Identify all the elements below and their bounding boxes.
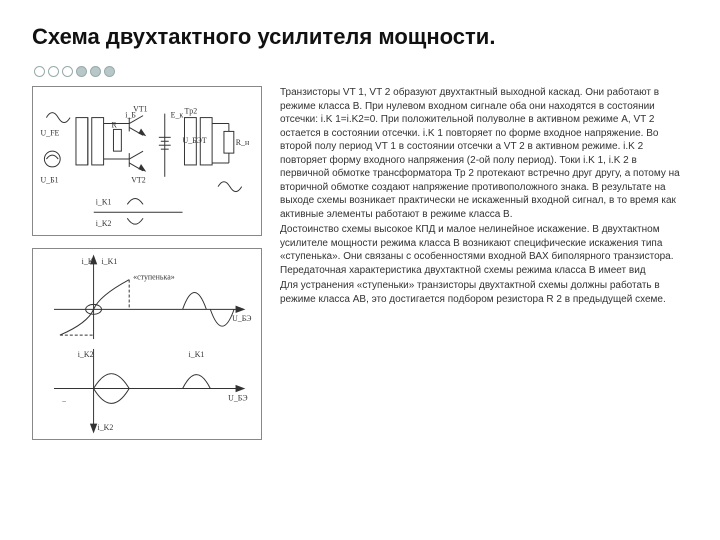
lbl: i_K1	[101, 257, 117, 266]
lbl: −	[62, 397, 67, 406]
lbl: i_K2	[78, 350, 94, 359]
lbl: VT1	[133, 105, 147, 114]
figure-circuit: U_FE U_Б1 R i_Б	[32, 86, 262, 236]
bullet	[104, 66, 115, 77]
title-bullets	[34, 66, 115, 77]
lbl: E_к	[171, 111, 184, 120]
lbl: i_K1	[189, 350, 205, 359]
content-row: U_FE U_Б1 R i_Б	[32, 86, 688, 440]
paragraph: Для устранения «ступеньки» транзисторы д…	[280, 279, 688, 306]
bullet	[62, 66, 73, 77]
paragraph: Достоинство схемы высокое КПД и малое не…	[280, 223, 688, 277]
figures-column: U_FE U_Б1 R i_Б	[32, 86, 262, 440]
lbl: i_K	[82, 257, 94, 266]
lbl: «ступенька»	[133, 273, 175, 282]
bullet	[76, 66, 87, 77]
bullet	[34, 66, 45, 77]
figure-transfer: i_K i_K1 «ступенька» U_БЭ	[32, 248, 262, 440]
page-title: Схема двухтактного усилителя мощности.	[32, 24, 688, 50]
lbl: U_FE	[40, 128, 59, 137]
lbl: U_Б1	[40, 176, 58, 185]
bullet	[48, 66, 59, 77]
lbl: U_БЭ	[228, 393, 247, 402]
lbl: VT2	[131, 176, 145, 185]
body-text: Транзисторы VT 1, VT 2 образуют двухтакт…	[280, 86, 688, 440]
lbl: R_н	[236, 138, 250, 147]
lbl: U_БЭ	[232, 314, 251, 323]
lbl: U_БЭТ	[183, 136, 207, 145]
lbl: i_K2	[98, 423, 114, 432]
lbl: i_K2	[96, 219, 112, 228]
paragraph: Транзисторы VT 1, VT 2 образуют двухтакт…	[280, 86, 688, 221]
lbl: i_K1	[96, 197, 112, 206]
bullet	[90, 66, 101, 77]
lbl: Tp2	[184, 107, 197, 116]
lbl: R	[111, 120, 117, 129]
